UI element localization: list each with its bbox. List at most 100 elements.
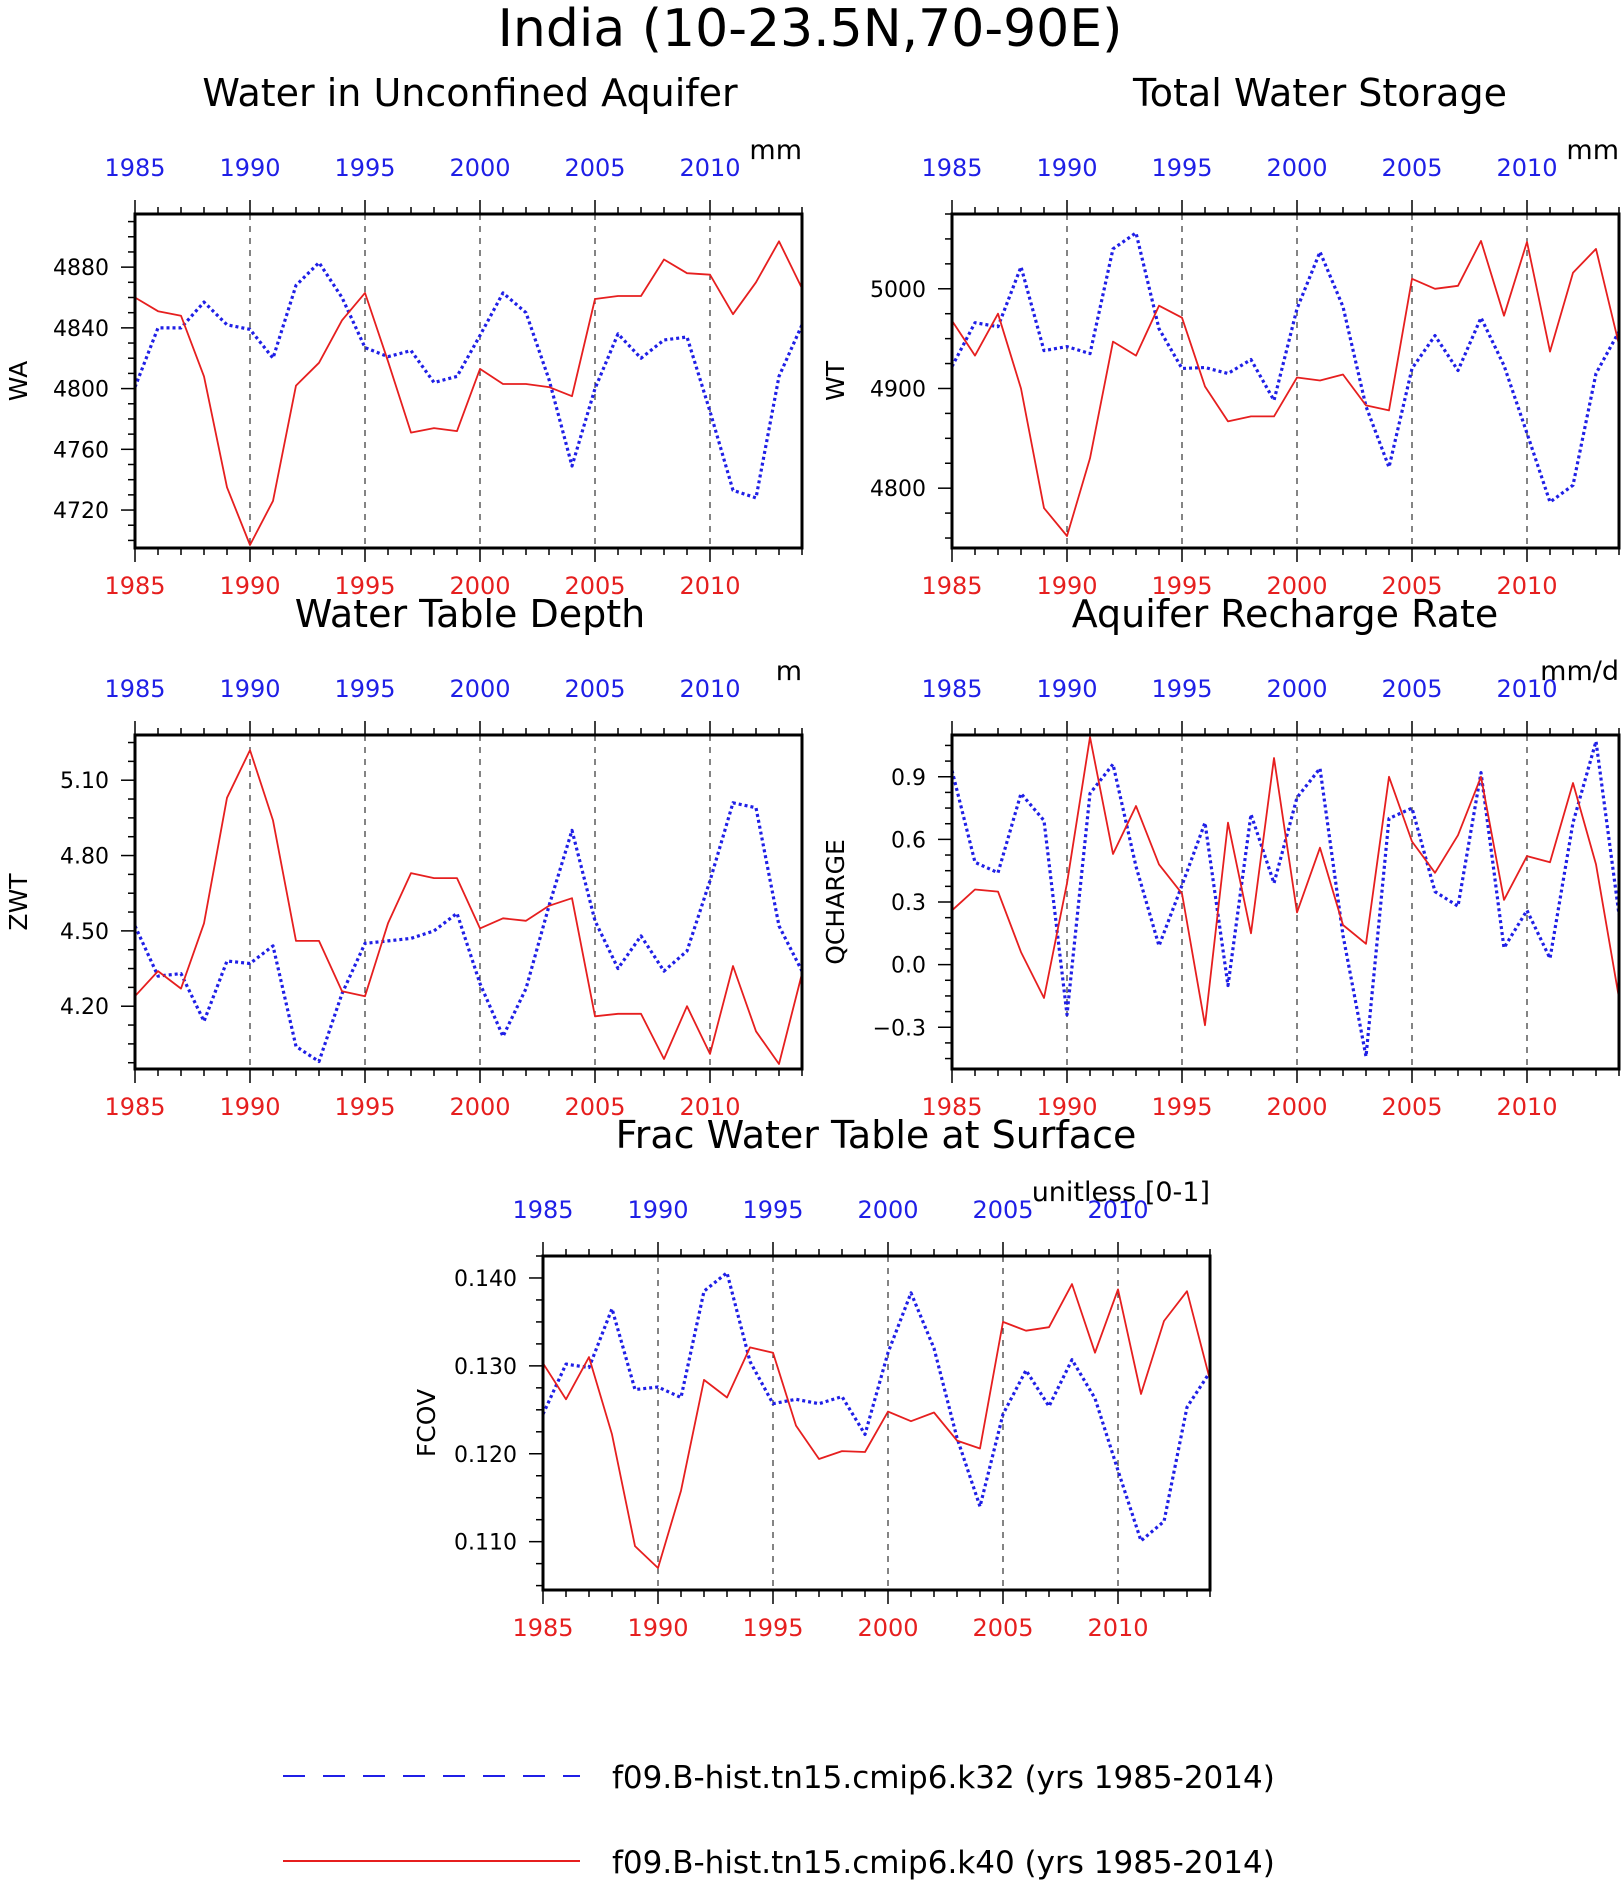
x-tick-label-top: 1995	[1151, 675, 1212, 703]
series-line-k40	[135, 240, 802, 546]
x-tick-label-top: 2005	[1381, 154, 1442, 182]
chart-panel-5: Frac Water Table at Surface unitless [0-1…	[412, 1113, 1212, 1642]
x-tick-label-bottom: 2010	[1496, 1093, 1557, 1121]
x-tick-label-top: 1985	[104, 675, 165, 703]
x-tick-label-top: 1985	[512, 1196, 573, 1224]
y-axis-label: WA	[4, 361, 33, 401]
x-tick-label-bottom: 2000	[449, 572, 510, 600]
series-line-k32	[135, 261, 802, 500]
x-tick-label-bottom: 1990	[219, 572, 280, 600]
legend-label-k40: f09.B-hist.tn15.cmip6.k40 (yrs 1985-2014…	[612, 1845, 1275, 1881]
y-tick-label: 4900	[870, 377, 926, 402]
x-tick-label-bottom: 1995	[334, 1093, 395, 1121]
y-tick-label: 4.50	[60, 920, 109, 945]
series-line-k40	[952, 239, 1619, 537]
y-tick-label: 0.110	[454, 1531, 517, 1556]
x-tick-label-top: 2000	[1266, 154, 1327, 182]
chart-panel-2: Total Water Storage mm WT 1985 1985 1990 1990 1…	[821, 71, 1621, 600]
y-tick-label: 0.6	[891, 828, 926, 853]
x-tick-label-bottom: 1995	[334, 572, 395, 600]
units-label: mm	[1566, 135, 1619, 166]
chart-panel-3: Water Table Depth m ZWT 1985 1985 1990 1990 199…	[4, 592, 804, 1121]
x-tick-label-bottom: 2005	[564, 572, 625, 600]
plot-frame	[541, 1254, 1212, 1592]
series-line-k40	[543, 1283, 1210, 1569]
x-tick-label-top: 2010	[1087, 1196, 1148, 1224]
page-title: India (10-23.5N,70-90E)	[498, 0, 1123, 59]
x-tick-label-top: 1995	[334, 154, 395, 182]
x-tick-label-top: 1990	[1036, 154, 1097, 182]
x-tick-label-bottom: 2005	[1381, 1093, 1442, 1121]
y-tick-label: 0.0	[891, 954, 926, 979]
legend-label-k32: f09.B-hist.tn15.cmip6.k32 (yrs 1985-2014…	[612, 1760, 1275, 1796]
x-tick-label-bottom: 1990	[219, 1093, 280, 1121]
y-tick-label: 0.120	[454, 1443, 517, 1468]
plot-frame	[133, 733, 804, 1071]
y-tick-label: 4.80	[60, 845, 109, 870]
chart-title: Total Water Storage	[1132, 71, 1507, 115]
x-tick-label-top: 1985	[921, 675, 982, 703]
x-tick-label-bottom: 1985	[104, 1093, 165, 1121]
x-tick-label-bottom: 2010	[1087, 1614, 1148, 1642]
x-tick-label-bottom: 1995	[1151, 572, 1212, 600]
x-tick-label-top: 2010	[1496, 675, 1557, 703]
x-tick-label-top: 1995	[742, 1196, 803, 1224]
y-tick-label: 0.140	[454, 1267, 517, 1292]
x-tick-label-top: 1990	[219, 154, 280, 182]
series-line-k32	[135, 801, 802, 1064]
x-tick-label-top: 2005	[972, 1196, 1033, 1224]
x-tick-label-top: 2000	[857, 1196, 918, 1224]
units-label: mm	[749, 135, 802, 166]
y-tick-label: 0.9	[891, 766, 926, 791]
x-tick-label-bottom: 1985	[921, 572, 982, 600]
x-tick-label-top: 1985	[921, 154, 982, 182]
chart-title: Water Table Depth	[295, 592, 646, 636]
y-tick-label: 4800	[53, 378, 109, 403]
y-tick-label: 5.10	[60, 769, 109, 794]
x-tick-label-top: 1990	[219, 675, 280, 703]
x-tick-label-bottom: 2005	[972, 1614, 1033, 1642]
series-line-k40	[952, 736, 1619, 1027]
x-tick-label-bottom: 2000	[1266, 572, 1327, 600]
series-line-k40	[135, 749, 802, 1065]
x-tick-label-top: 2005	[1381, 675, 1442, 703]
y-tick-label: 4720	[53, 499, 109, 524]
x-tick-label-bottom: 2000	[1266, 1093, 1327, 1121]
y-tick-label: 0.130	[454, 1355, 517, 1380]
x-tick-label-top: 1985	[104, 154, 165, 182]
x-tick-label-bottom: 1990	[1036, 1093, 1097, 1121]
series-line-k32	[952, 739, 1619, 1059]
x-tick-label-top: 2000	[449, 154, 510, 182]
x-tick-label-top: 1995	[1151, 154, 1212, 182]
x-tick-label-top: 2010	[1496, 154, 1557, 182]
x-tick-label-bottom: 2005	[1381, 572, 1442, 600]
x-tick-label-bottom: 1990	[1036, 572, 1097, 600]
plot-frame	[950, 212, 1621, 550]
series-line-k32	[952, 231, 1619, 504]
x-tick-label-bottom: 2010	[1496, 572, 1557, 600]
x-tick-label-top: 2005	[564, 675, 625, 703]
x-tick-label-bottom: 1995	[1151, 1093, 1212, 1121]
x-tick-label-top: 1995	[334, 675, 395, 703]
x-tick-label-top: 1990	[1036, 675, 1097, 703]
series-line-k32	[543, 1271, 1210, 1543]
y-tick-label: 4840	[53, 317, 109, 342]
units-label: mm/d	[1540, 656, 1619, 687]
chart-title: Aquifer Recharge Rate	[1072, 592, 1499, 636]
x-tick-label-bottom: 1985	[921, 1093, 982, 1121]
x-tick-label-bottom: 2010	[679, 572, 740, 600]
x-tick-label-top: 2010	[679, 154, 740, 182]
x-tick-label-bottom: 1995	[742, 1614, 803, 1642]
x-tick-label-bottom: 2010	[679, 1093, 740, 1121]
chart-title: Frac Water Table at Surface	[616, 1113, 1137, 1157]
chart-panel-4: Aquifer Recharge Rate mm/d QCHARGE 1985 1985…	[821, 592, 1621, 1121]
y-tick-label: 0.3	[891, 891, 926, 916]
x-tick-label-top: 2000	[1266, 675, 1327, 703]
legend: f09.B-hist.tn15.cmip6.k32 (yrs 1985-2014…	[283, 1760, 1275, 1881]
x-tick-label-bottom: 2005	[564, 1093, 625, 1121]
x-tick-label-bottom: 1985	[104, 572, 165, 600]
y-axis-label: FCOV	[412, 1389, 441, 1457]
y-tick-label: −0.3	[873, 1016, 926, 1041]
chart-panel-1: Water in Unconfined Aquifer mm WA 1985 1985 1…	[4, 71, 804, 600]
chart-title: Water in Unconfined Aquifer	[202, 71, 738, 115]
